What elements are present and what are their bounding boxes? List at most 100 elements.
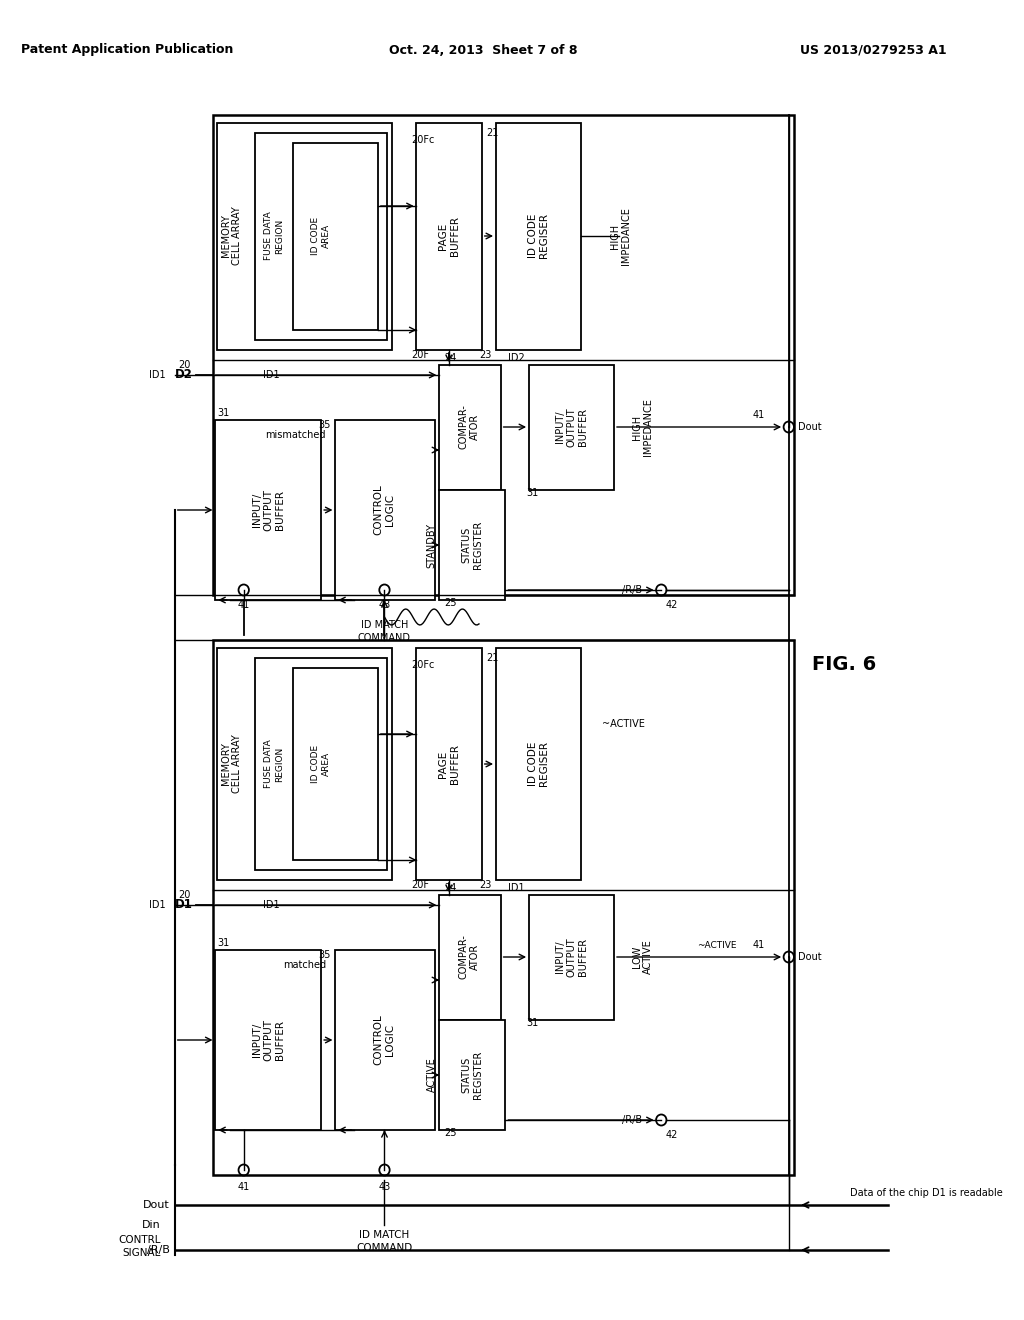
Bar	[439, 1020, 506, 1130]
Text: COMPAR-
ATOR: COMPAR- ATOR	[459, 404, 480, 449]
Text: 23: 23	[479, 350, 492, 360]
Text: STANDBY: STANDBY	[427, 523, 436, 568]
Text: ID1: ID1	[148, 900, 165, 909]
Text: 21: 21	[486, 128, 499, 139]
Bar	[217, 123, 392, 350]
Text: INPUT/
OUTPUT
BUFFER: INPUT/ OUTPUT BUFFER	[555, 407, 588, 446]
Text: D2: D2	[175, 368, 194, 381]
Text: /R/B: /R/B	[147, 1245, 170, 1255]
Bar	[293, 143, 378, 330]
Text: STATUS
REGISTER: STATUS REGISTER	[462, 1051, 483, 1100]
Bar	[213, 640, 794, 1175]
Bar	[439, 895, 501, 1020]
Text: SIGNAL: SIGNAL	[122, 1247, 161, 1258]
Text: Dout: Dout	[799, 422, 822, 432]
Text: 31: 31	[526, 1018, 539, 1028]
Text: ID MATCH: ID MATCH	[360, 620, 409, 630]
Text: ID1: ID1	[508, 883, 524, 894]
Text: COMMAND: COMMAND	[358, 634, 411, 643]
Text: STATUS
REGISTER: STATUS REGISTER	[462, 521, 483, 569]
Text: ID1: ID1	[148, 370, 165, 380]
Text: Din: Din	[142, 1220, 161, 1230]
Bar	[336, 420, 434, 601]
Text: 42: 42	[666, 1130, 678, 1140]
Text: Dout: Dout	[799, 952, 822, 962]
Text: CONTROL
LOGIC: CONTROL LOGIC	[374, 484, 395, 536]
Text: HIGH
IMPEDANCE: HIGH IMPEDANCE	[610, 207, 632, 265]
Text: 25: 25	[444, 598, 457, 609]
Bar	[529, 366, 614, 490]
Text: ID CODE
REGISER: ID CODE REGISER	[527, 214, 549, 259]
Bar	[255, 133, 387, 341]
Bar	[293, 668, 378, 861]
Text: 24: 24	[444, 883, 457, 894]
Text: 20Fc: 20Fc	[411, 135, 434, 145]
Text: 20: 20	[178, 360, 190, 370]
Text: 23: 23	[479, 880, 492, 890]
Text: ACTIVE: ACTIVE	[427, 1057, 436, 1093]
Text: ID MATCH: ID MATCH	[359, 1230, 410, 1239]
Text: CONTRL: CONTRL	[118, 1236, 161, 1245]
Text: 35: 35	[318, 420, 331, 430]
Bar	[215, 950, 322, 1130]
Text: 31: 31	[526, 488, 539, 498]
Text: CONTROL
LOGIC: CONTROL LOGIC	[374, 1015, 395, 1065]
Text: 20: 20	[178, 890, 190, 900]
Bar	[529, 895, 614, 1020]
Text: /R/B: /R/B	[623, 585, 642, 595]
Text: MEMORY
CELL ARRAY: MEMORY CELL ARRAY	[220, 735, 243, 793]
Text: ID CODE
AREA: ID CODE AREA	[311, 216, 331, 255]
Text: ID1: ID1	[262, 900, 280, 909]
Text: COMPAR-
ATOR: COMPAR- ATOR	[459, 935, 480, 979]
Text: 41: 41	[238, 601, 250, 610]
Text: 43: 43	[378, 1181, 390, 1192]
Text: LOW
ACTIVE: LOW ACTIVE	[632, 940, 653, 974]
Bar	[255, 657, 387, 870]
Text: INPUT/
OUTPUT
BUFFER: INPUT/ OUTPUT BUFFER	[252, 1019, 285, 1061]
Text: INPUT/
OUTPUT
BUFFER: INPUT/ OUTPUT BUFFER	[252, 488, 285, 531]
Text: 25: 25	[444, 1129, 457, 1138]
Text: Dout: Dout	[143, 1200, 170, 1210]
Text: 41: 41	[238, 1181, 250, 1192]
Text: D1: D1	[175, 899, 194, 912]
Bar	[213, 115, 794, 595]
Text: 20F: 20F	[411, 350, 429, 360]
Text: ID1: ID1	[262, 370, 280, 380]
Text: HIGH
IMPEDANCE: HIGH IMPEDANCE	[632, 399, 653, 455]
Text: ~ACTIVE: ~ACTIVE	[697, 940, 737, 949]
Text: ID CODE
REGISER: ID CODE REGISER	[527, 742, 549, 787]
Text: ~ACTIVE: ~ACTIVE	[602, 719, 645, 729]
Text: 31: 31	[217, 939, 229, 948]
Text: FUSE DATA
REGION: FUSE DATA REGION	[264, 739, 284, 788]
Text: COMMAND: COMMAND	[356, 1243, 413, 1253]
Text: Data of the chip D1 is readable: Data of the chip D1 is readable	[850, 1188, 1002, 1199]
Text: 20F: 20F	[411, 880, 429, 890]
Bar	[439, 366, 501, 490]
Bar	[336, 950, 434, 1130]
Text: matched: matched	[283, 960, 326, 970]
Text: INPUT/
OUTPUT
BUFFER: INPUT/ OUTPUT BUFFER	[555, 937, 588, 977]
Text: US 2013/0279253 A1: US 2013/0279253 A1	[800, 44, 946, 57]
Text: 35: 35	[318, 950, 331, 960]
Text: FIG. 6: FIG. 6	[812, 656, 877, 675]
Bar	[439, 490, 506, 601]
Text: 41: 41	[753, 411, 765, 420]
Bar	[416, 648, 481, 880]
Text: 20Fc: 20Fc	[411, 660, 434, 671]
Bar	[496, 123, 581, 350]
Text: MEMORY
CELL ARRAY: MEMORY CELL ARRAY	[220, 207, 243, 265]
Bar	[496, 648, 581, 880]
Text: FUSE DATA
REGION: FUSE DATA REGION	[264, 211, 284, 260]
Text: 24: 24	[444, 352, 457, 363]
Bar	[416, 123, 481, 350]
Text: /R/B: /R/B	[623, 1115, 642, 1125]
Text: Oct. 24, 2013  Sheet 7 of 8: Oct. 24, 2013 Sheet 7 of 8	[389, 44, 578, 57]
Bar	[215, 420, 322, 601]
Text: Patent Application Publication: Patent Application Publication	[20, 44, 233, 57]
Text: 42: 42	[666, 601, 678, 610]
Text: PAGE
BUFFER: PAGE BUFFER	[438, 216, 460, 256]
Text: 21: 21	[486, 653, 499, 663]
Text: 41: 41	[753, 940, 765, 950]
Text: mismatched: mismatched	[265, 430, 326, 440]
Text: 43: 43	[378, 601, 390, 610]
